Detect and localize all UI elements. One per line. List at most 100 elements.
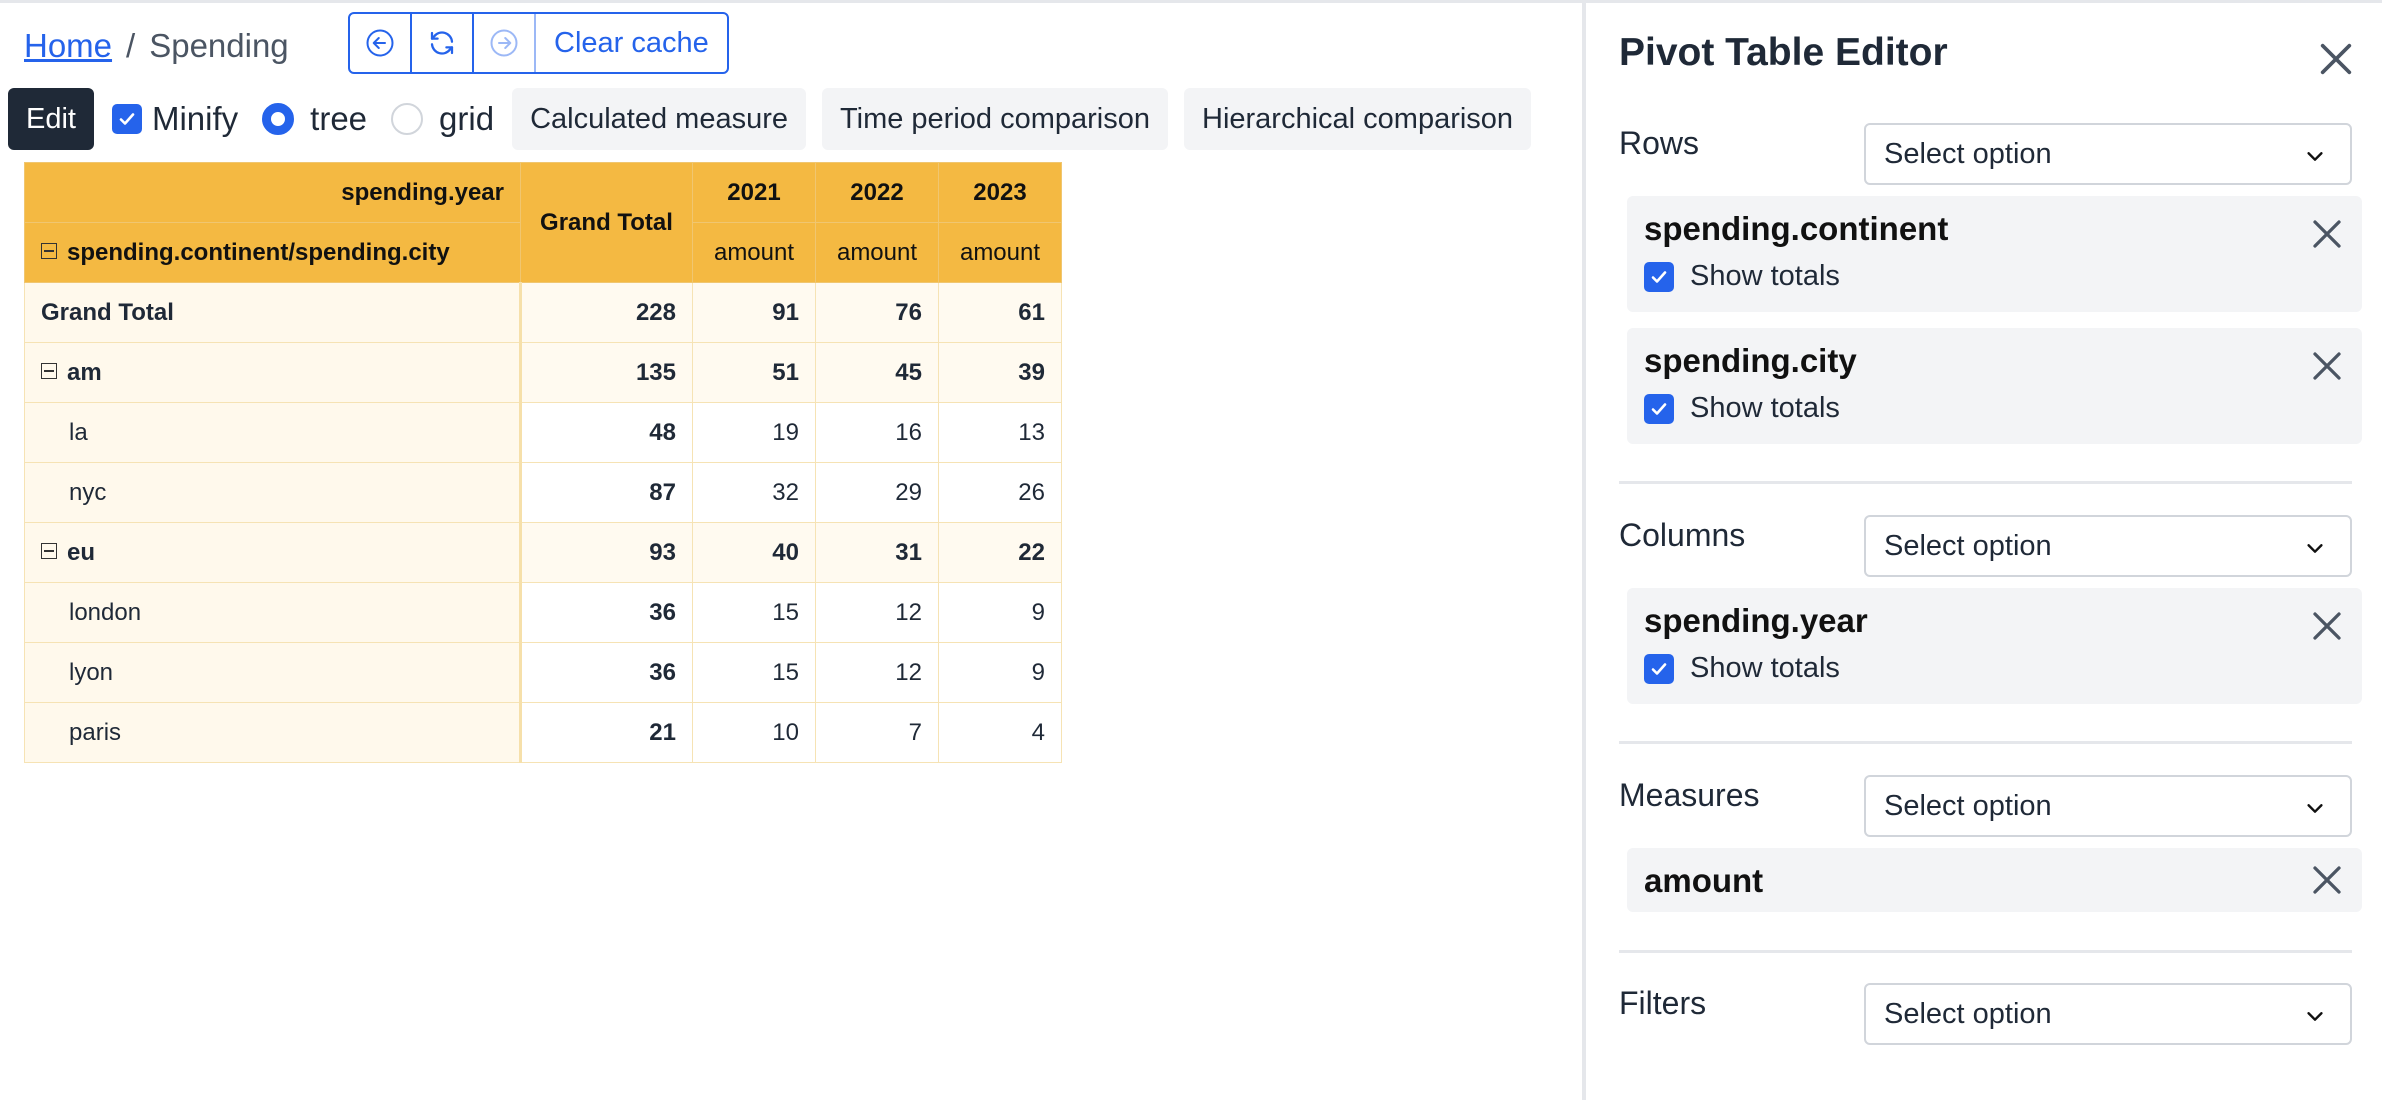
year-header: 2023 bbox=[938, 162, 1062, 223]
radio-grid[interactable]: grid bbox=[391, 100, 494, 138]
value-cell: 13 bbox=[938, 402, 1062, 463]
remove-icon[interactable] bbox=[2309, 862, 2345, 898]
toolbar: Edit Minify tree grid Calculated measure… bbox=[8, 87, 1532, 151]
row-label: london bbox=[69, 598, 142, 626]
rows-select[interactable]: Select option bbox=[1864, 123, 2352, 185]
columns-select[interactable]: Select option bbox=[1864, 515, 2352, 577]
hierarchical-comparison-button[interactable]: Hierarchical comparison bbox=[1184, 88, 1532, 150]
value-cell: 51 bbox=[692, 342, 816, 403]
grand-total-cell: 135 bbox=[520, 342, 693, 403]
filters-select-value: Select option bbox=[1884, 997, 2052, 1030]
back-button[interactable] bbox=[350, 14, 412, 72]
remove-icon[interactable] bbox=[2309, 608, 2345, 644]
row-field-card: spending.continent Show totals bbox=[1627, 196, 2362, 312]
column-dimension-header: spending.year bbox=[24, 162, 521, 223]
refresh-button[interactable] bbox=[412, 14, 474, 72]
value-cell: 22 bbox=[938, 522, 1062, 583]
checkbox-checked-icon bbox=[1644, 653, 1674, 684]
columns-label: Columns bbox=[1619, 517, 1746, 553]
close-icon[interactable] bbox=[2316, 39, 2356, 79]
measure-field-card: amount bbox=[1627, 848, 2362, 912]
collapse-icon[interactable] bbox=[41, 543, 57, 560]
navigation-button-group: Clear cache bbox=[348, 12, 729, 74]
checkbox-checked-icon bbox=[111, 104, 142, 134]
radio-grid-label: grid bbox=[439, 100, 495, 137]
arrow-left-circle-icon bbox=[366, 29, 394, 57]
grand-total-cell: 228 bbox=[520, 282, 693, 343]
show-totals-label: Show totals bbox=[1690, 652, 1840, 684]
value-cell: 12 bbox=[815, 582, 939, 643]
main-area: Home / Spending Clear cache Edit Minify tr… bbox=[0, 3, 1582, 1100]
year-header: 2021 bbox=[692, 162, 816, 223]
show-totals-label: Show totals bbox=[1690, 260, 1840, 292]
edit-button[interactable]: Edit bbox=[8, 88, 94, 150]
radio-tree[interactable]: tree bbox=[262, 100, 367, 138]
year-header: 2022 bbox=[815, 162, 939, 223]
table-row: paris 21 10 7 4 bbox=[24, 702, 1062, 763]
collapse-icon[interactable] bbox=[41, 363, 57, 380]
row-label: Grand Total bbox=[41, 298, 174, 326]
value-cell: 32 bbox=[692, 462, 816, 523]
time-period-comparison-button[interactable]: Time period comparison bbox=[822, 88, 1168, 150]
column-field-card: spending.year Show totals bbox=[1627, 588, 2362, 704]
row-label: eu bbox=[67, 538, 96, 566]
show-totals-checkbox[interactable]: Show totals bbox=[1644, 652, 1840, 685]
grand-total-header: Grand Total bbox=[520, 162, 693, 283]
row-header-cell: london bbox=[24, 582, 522, 643]
calculated-measure-button[interactable]: Calculated measure bbox=[512, 88, 806, 150]
breadcrumb: Home / Spending bbox=[24, 21, 289, 71]
grand-total-cell: 87 bbox=[520, 462, 693, 523]
grand-total-cell: 48 bbox=[520, 402, 693, 463]
section-divider bbox=[1619, 741, 2352, 744]
section-divider bbox=[1619, 950, 2352, 953]
row-label: lyon bbox=[69, 658, 114, 686]
chevron-down-icon bbox=[2307, 1012, 2323, 1021]
row-label: paris bbox=[69, 718, 122, 746]
row-header-cell[interactable]: eu bbox=[24, 522, 522, 583]
radio-selected-icon bbox=[262, 103, 295, 135]
pivot-editor-panel: Pivot Table Editor Rows Select option sp… bbox=[1582, 3, 2382, 1100]
breadcrumb-home-link[interactable]: Home bbox=[24, 27, 113, 64]
grand-total-cell: 36 bbox=[520, 642, 693, 703]
row-header-cell: lyon bbox=[24, 642, 522, 703]
value-cell: 4 bbox=[938, 702, 1062, 763]
chevron-down-icon bbox=[2307, 544, 2323, 553]
row-dimension-header[interactable]: spending.continent/spending.city bbox=[24, 222, 521, 283]
chevron-down-icon bbox=[2307, 804, 2323, 813]
row-label: am bbox=[67, 358, 102, 386]
value-cell: 45 bbox=[815, 342, 939, 403]
table-row: la 48 19 16 13 bbox=[24, 402, 1062, 463]
breadcrumb-current: Spending bbox=[149, 27, 289, 64]
measure-field-name: amount bbox=[1644, 862, 1764, 899]
filters-select[interactable]: Select option bbox=[1864, 983, 2352, 1045]
grand-total-cell: 36 bbox=[520, 582, 693, 643]
remove-icon[interactable] bbox=[2309, 348, 2345, 384]
show-totals-checkbox[interactable]: Show totals bbox=[1644, 392, 1840, 425]
value-cell: 9 bbox=[938, 642, 1062, 703]
panel-title: Pivot Table Editor bbox=[1619, 31, 1948, 74]
collapse-icon[interactable] bbox=[41, 243, 57, 260]
table-row: london 36 15 12 9 bbox=[24, 582, 1062, 643]
clear-cache-button[interactable]: Clear cache bbox=[554, 26, 709, 59]
table-row: eu 93 40 31 22 bbox=[24, 522, 1062, 583]
column-field-name: spending.year bbox=[1644, 602, 1868, 639]
show-totals-checkbox[interactable]: Show totals bbox=[1644, 260, 1840, 293]
row-header-cell[interactable]: am bbox=[24, 342, 522, 403]
value-cell: 9 bbox=[938, 582, 1062, 643]
measures-label: Measures bbox=[1619, 777, 1760, 813]
remove-icon[interactable] bbox=[2309, 216, 2345, 252]
forward-button[interactable] bbox=[474, 14, 536, 72]
row-header-cell: nyc bbox=[24, 462, 522, 523]
show-totals-label: Show totals bbox=[1690, 392, 1840, 424]
arrow-right-circle-icon bbox=[490, 29, 518, 57]
checkbox-checked-icon bbox=[1644, 393, 1674, 424]
chevron-down-icon bbox=[2307, 152, 2323, 161]
row-field-name: spending.city bbox=[1644, 342, 1857, 379]
value-cell: 16 bbox=[815, 402, 939, 463]
value-cell: 61 bbox=[938, 282, 1062, 343]
measures-select[interactable]: Select option bbox=[1864, 775, 2352, 837]
minify-checkbox[interactable]: Minify bbox=[111, 100, 238, 138]
value-cell: 15 bbox=[692, 582, 816, 643]
value-cell: 40 bbox=[692, 522, 816, 583]
measures-select-value: Select option bbox=[1884, 789, 2052, 822]
